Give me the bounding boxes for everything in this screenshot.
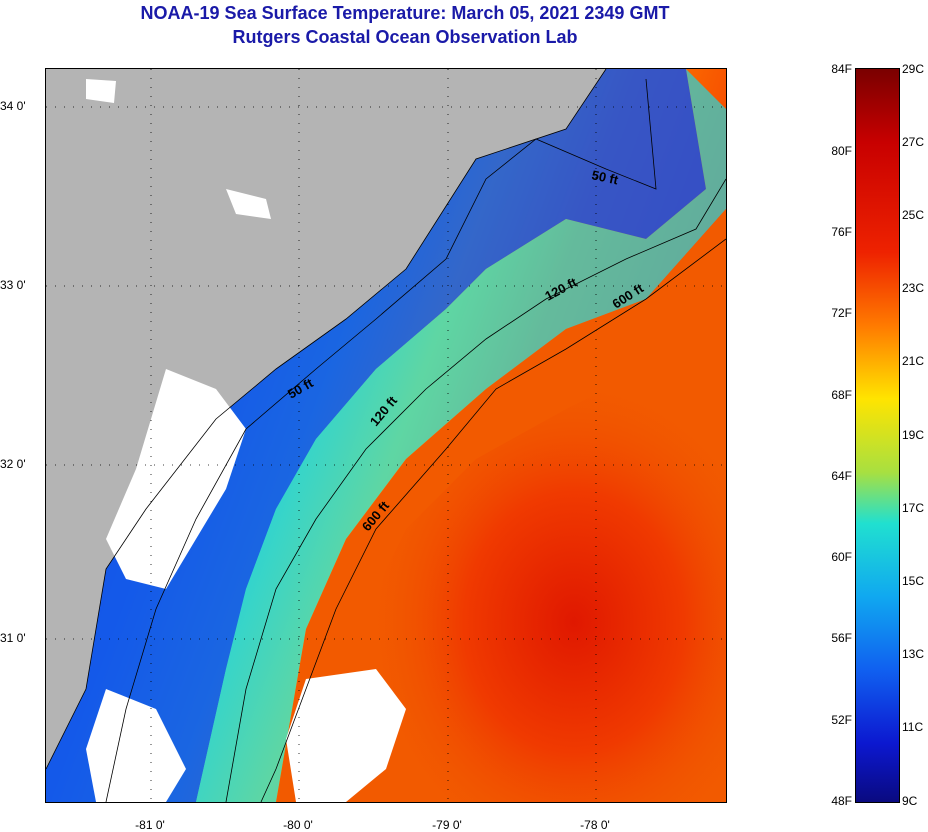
lon-label: -78 0' <box>580 818 610 832</box>
land-area <box>46 69 606 769</box>
colorbar-label-c: 17C <box>902 501 925 515</box>
lat-label: 33 0' <box>0 278 26 292</box>
colorbar-label-f: 52F <box>831 713 852 727</box>
coastline <box>46 69 607 770</box>
chart-title: NOAA-19 Sea Surface Temperature: March 0… <box>140 3 670 23</box>
lon-label: -81 0' <box>135 818 165 832</box>
colorbar-label-c: 19C <box>902 428 925 442</box>
gulf-stream-core <box>326 329 726 802</box>
sst-map: 50 ft 120 ft 600 ft 50 ft 120 ft 600 ft <box>45 68 727 803</box>
colorbar-label-c: 15C <box>902 574 925 588</box>
colorbar-label-c: 23C <box>902 281 925 295</box>
colorbar-label-f: 56F <box>831 631 852 645</box>
colorbar-label-c: 27C <box>902 135 925 149</box>
contour-label: 50 ft <box>590 167 620 187</box>
cloud-patch <box>226 189 271 219</box>
colorbar-label-c: 9C <box>902 794 918 808</box>
colorbar-label-f: 64F <box>831 469 852 483</box>
lon-label: -79 0' <box>432 818 462 832</box>
cold-shelf-water <box>46 69 706 802</box>
colorbar-label-f: 76F <box>831 225 852 239</box>
colorbar-label-c: 25C <box>902 208 925 222</box>
colorbar-label-c: 29C <box>902 62 925 76</box>
colorbar-label-f: 60F <box>831 550 852 564</box>
lat-label: 34 0' <box>0 99 26 113</box>
cloud-patch <box>286 669 406 802</box>
lat-label: 31 0' <box>0 631 26 645</box>
lon-label: -80 0' <box>283 818 313 832</box>
colorbar-label-f: 48F <box>831 794 852 808</box>
cloud-patch <box>86 689 186 802</box>
colorbar-label-f: 68F <box>831 388 852 402</box>
chart-subtitle: Rutgers Coastal Ocean Observation Lab <box>232 27 578 47</box>
colorbar-label-f: 84F <box>831 62 852 76</box>
colorbar-label-f: 72F <box>831 306 852 320</box>
colorbar-label-c: 11C <box>902 720 924 734</box>
mid-shelf-water <box>196 69 726 802</box>
temperature-colorbar <box>855 68 900 803</box>
colorbar-label-c: 13C <box>902 647 925 661</box>
isobath-120ft <box>225 178 726 802</box>
cloud-patch <box>106 369 246 589</box>
cloud-patch <box>86 79 116 103</box>
sst-map-svg: 50 ft 120 ft 600 ft 50 ft 120 ft 600 ft <box>46 69 726 802</box>
colorbar-label-f: 80F <box>831 144 852 158</box>
lat-label: 32 0' <box>0 457 26 471</box>
isobath-50ft <box>105 78 657 802</box>
colorbar-label-c: 21C <box>902 354 925 368</box>
isobath-600ft <box>260 238 726 802</box>
